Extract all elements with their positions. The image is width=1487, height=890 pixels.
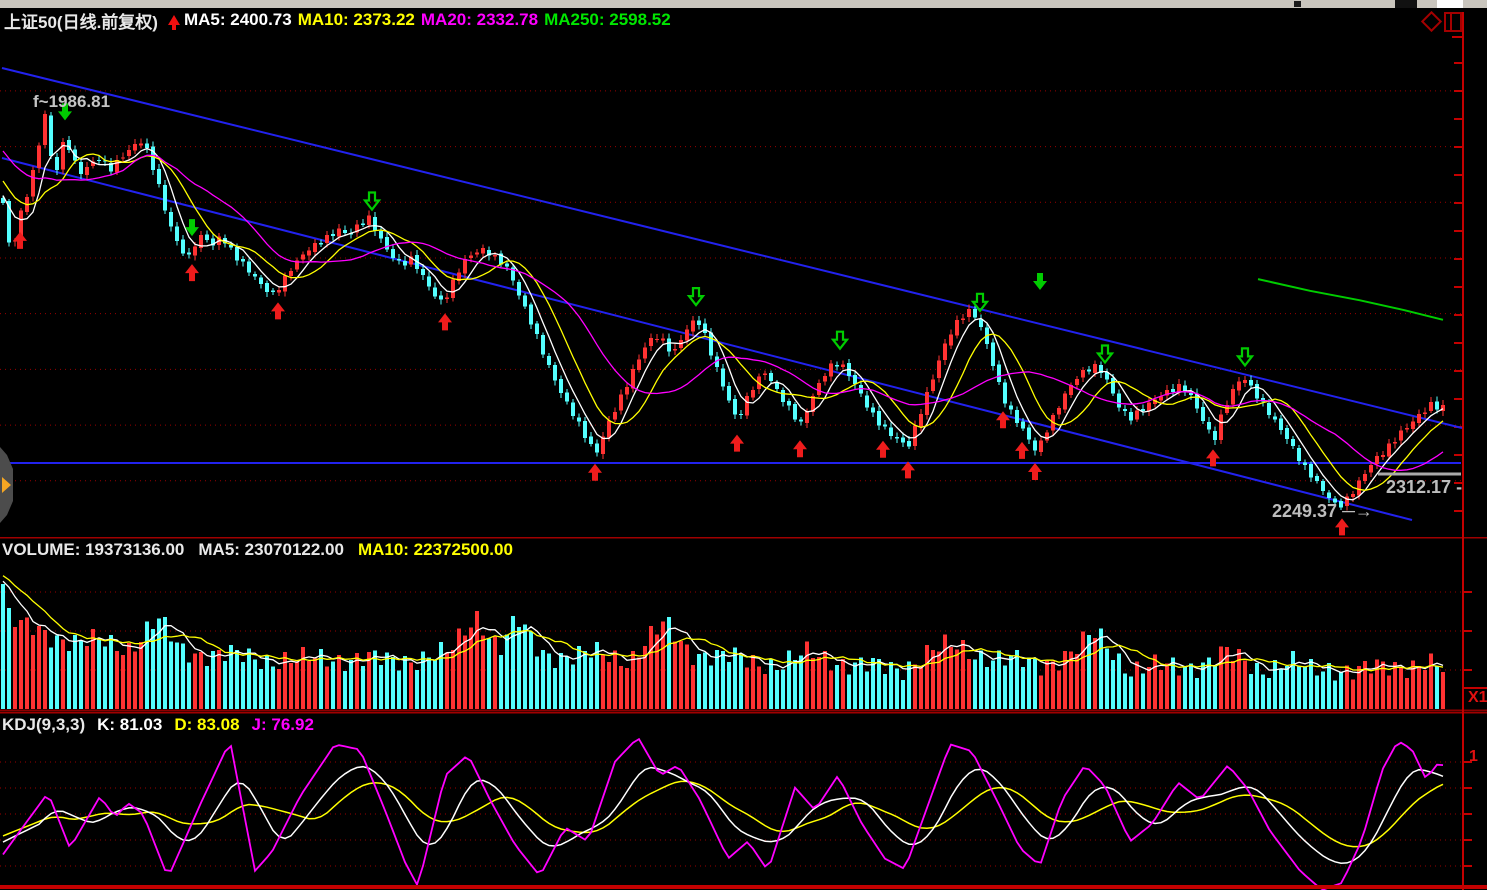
symbol-title: 上证50(日线.前复权): [4, 12, 158, 32]
ma5-value: MA5: 2400.73: [183, 10, 292, 29]
kdj-k-value: K: 81.03: [97, 715, 163, 734]
diamond-icon[interactable]: [1420, 10, 1443, 33]
ma20-value: MA20: 2332.78: [420, 10, 539, 29]
chart-header: 上证50(日线.前复权) MA5: 2400.73 MA10: 2373.22 …: [4, 10, 677, 32]
volume-chart[interactable]: [0, 537, 1487, 712]
horizontal-scrollbar[interactable]: [0, 0, 1487, 8]
scrollbar-track-end: [1437, 0, 1463, 8]
current-price-label: 2312.17 -: [1386, 477, 1463, 497]
kdj-axis-label: 1: [1469, 748, 1478, 765]
ma250-value: MA250: 2598.52: [544, 10, 671, 29]
scrollbar-handle[interactable]: [1395, 0, 1417, 8]
kdj-header: KDJ(9,3,3) K: 81.03 D: 83.08 J: 76.92: [2, 715, 314, 735]
signal-annotation-label: f~1986.81: [33, 92, 111, 111]
up-arrow-icon: [167, 15, 180, 30]
split-window-icon[interactable]: [1444, 12, 1462, 32]
ma10-value: MA10: 2373.22: [297, 10, 415, 29]
scrollbar-mark: [1294, 1, 1301, 7]
volume-ma5-value: MA5: 23070122.00: [198, 540, 344, 559]
volume-ma10-value: MA10: 22372500.00: [357, 540, 513, 559]
right-axis-line: [1462, 12, 1464, 890]
right-axis-tick: [1452, 36, 1463, 38]
volume-scale-label: X1: [1468, 689, 1487, 706]
volume-header: VOLUME: 19373136.00 MA5: 23070122.00 MA1…: [2, 540, 513, 560]
kdj-chart[interactable]: [0, 712, 1487, 890]
kdj-title: KDJ(9,3,3): [2, 715, 86, 734]
expand-arrow-icon: [2, 477, 11, 493]
kdj-d-value: D: 83.08: [174, 715, 240, 734]
kdj-j-value: J: 76.92: [251, 715, 314, 734]
price-chart[interactable]: [0, 30, 1487, 537]
low-price-label: 2249.37 ─→: [1272, 501, 1373, 521]
sidebar-expand-handle[interactable]: [0, 447, 13, 523]
volume-value: VOLUME: 19373136.00: [2, 540, 185, 559]
